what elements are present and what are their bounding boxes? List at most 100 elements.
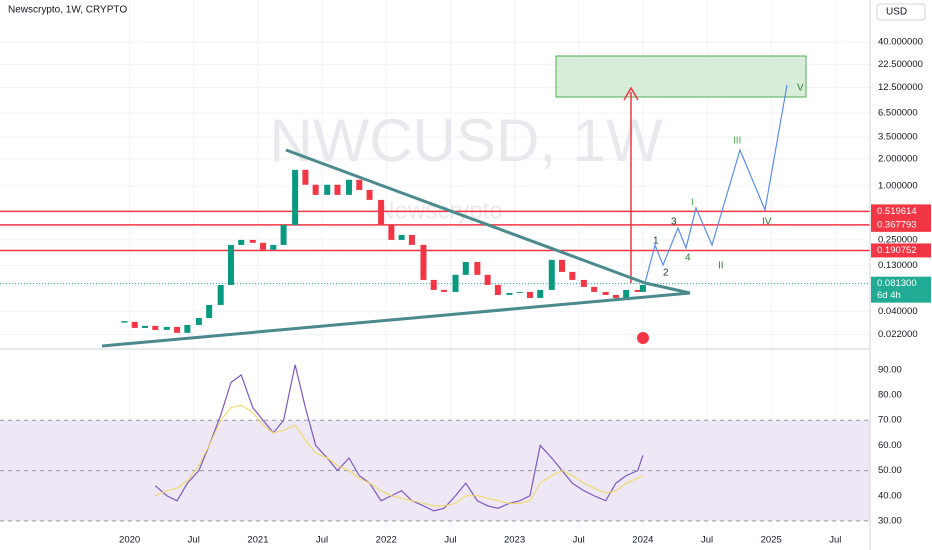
candle-body xyxy=(270,244,277,250)
x-tick-label: 2025 xyxy=(761,535,782,546)
candle-body xyxy=(302,169,309,185)
candle-body xyxy=(548,259,555,290)
candle-body xyxy=(346,179,353,195)
candle-body xyxy=(174,326,181,333)
y-tick-label: 40.00 xyxy=(878,490,902,501)
currency-button[interactable] xyxy=(876,3,926,21)
axes: 40.000000 22.500000 12.500000 6.500000 3.500… xyxy=(119,37,931,546)
last-price-label: 0.081300 xyxy=(877,278,917,289)
y-tick-label: 80.00 xyxy=(878,390,902,401)
candle-body xyxy=(526,291,533,298)
x-tick-label: Jul xyxy=(701,535,713,546)
level-label: 0.190752 xyxy=(877,245,917,256)
level-badge xyxy=(871,204,931,219)
candle-body xyxy=(184,324,191,333)
candle-body xyxy=(163,326,170,330)
candle-body xyxy=(324,184,331,195)
wave-label: I xyxy=(691,198,694,209)
event-icon[interactable] xyxy=(637,332,649,344)
candle-body xyxy=(292,169,299,225)
candle-body xyxy=(494,284,501,295)
x-tick-label: 2023 xyxy=(504,535,525,546)
y-tick-label: 1.000000 xyxy=(878,180,918,191)
arrow-head xyxy=(623,86,639,101)
marks xyxy=(0,169,870,512)
candle-body xyxy=(420,244,427,280)
x-tick-label: 2020 xyxy=(119,535,140,546)
candle-body xyxy=(356,179,363,190)
candle-body xyxy=(580,279,587,287)
x-tick-label: Jul xyxy=(444,535,456,546)
candle-body xyxy=(280,224,287,245)
candle-body xyxy=(623,289,630,298)
y-tick-label: 2.000000 xyxy=(878,153,918,164)
y-tick-label: 0.250000 xyxy=(878,234,918,245)
candle-body xyxy=(591,286,598,292)
rsi-line xyxy=(155,404,644,507)
level-badge xyxy=(871,243,931,258)
y-tick-label: 90.00 xyxy=(878,364,902,375)
wave-label: 1 xyxy=(653,236,659,247)
x-tick-label: 2021 xyxy=(247,535,268,546)
candle-body xyxy=(260,242,267,250)
x-tick-label: 2022 xyxy=(376,535,397,546)
candle-body xyxy=(152,325,159,330)
candle-body xyxy=(366,189,373,200)
y-tick-label: 30.00 xyxy=(878,515,902,526)
candle-body xyxy=(452,274,459,292)
candle-body xyxy=(559,259,566,272)
candle-body xyxy=(238,239,245,245)
candle-body xyxy=(516,291,523,293)
candle-body xyxy=(378,199,385,225)
y-tick-label: 70.00 xyxy=(878,415,902,426)
watermark-symbol: NWCUSD, 1W xyxy=(269,107,663,174)
triangle-apex xyxy=(644,281,691,295)
wave-label: V xyxy=(797,83,804,94)
y-tick-label: 60.00 xyxy=(878,440,902,451)
grid xyxy=(0,0,870,530)
y-tick-label: 0.130000 xyxy=(878,260,918,271)
y-tick-label: 12.500000 xyxy=(878,82,923,93)
candle-body xyxy=(430,279,437,290)
countdown: 6d 4h xyxy=(877,290,901,301)
candle-body xyxy=(602,291,609,295)
x-tick-label: Jul xyxy=(188,535,200,546)
candle-body xyxy=(227,244,234,285)
rsi-line xyxy=(154,364,644,512)
x-tick-label: 2024 xyxy=(632,535,653,546)
candle-body xyxy=(639,284,646,292)
candle-body xyxy=(388,224,395,240)
candle-body xyxy=(131,321,138,328)
wave-label: 2 xyxy=(663,268,669,279)
target-box xyxy=(555,55,807,98)
candle-body xyxy=(506,292,513,295)
wave-label: 4 xyxy=(685,253,691,264)
candle-body xyxy=(142,325,148,328)
chart-title: Newscrypto, 1W, CRYPTO xyxy=(8,5,127,16)
wave-label: 3 xyxy=(671,217,677,228)
candle-body xyxy=(537,289,544,298)
candle-body xyxy=(206,304,213,318)
candle-body xyxy=(474,261,481,275)
level-label: 0.519614 xyxy=(877,206,917,217)
candle-body xyxy=(312,184,319,195)
y-tick-label: 0.022000 xyxy=(878,329,918,340)
triangle-upper xyxy=(285,148,646,285)
wave-label: IV xyxy=(762,217,772,228)
candle-body xyxy=(612,294,619,298)
candle-body xyxy=(569,271,576,280)
candle-body xyxy=(440,289,447,292)
candle-body xyxy=(217,284,224,305)
x-tick-label: Jul xyxy=(316,535,328,546)
wave-projection xyxy=(644,84,788,284)
x-tick-label: Jul xyxy=(829,535,841,546)
candle-body xyxy=(408,234,415,245)
candle-body xyxy=(634,289,641,292)
candle-body xyxy=(462,261,469,275)
y-tick-label: 6.500000 xyxy=(878,107,918,118)
level-badge xyxy=(871,217,931,232)
candle-body xyxy=(334,184,341,195)
wave-label: II xyxy=(718,261,724,272)
y-tick-label: 50.00 xyxy=(878,465,902,476)
